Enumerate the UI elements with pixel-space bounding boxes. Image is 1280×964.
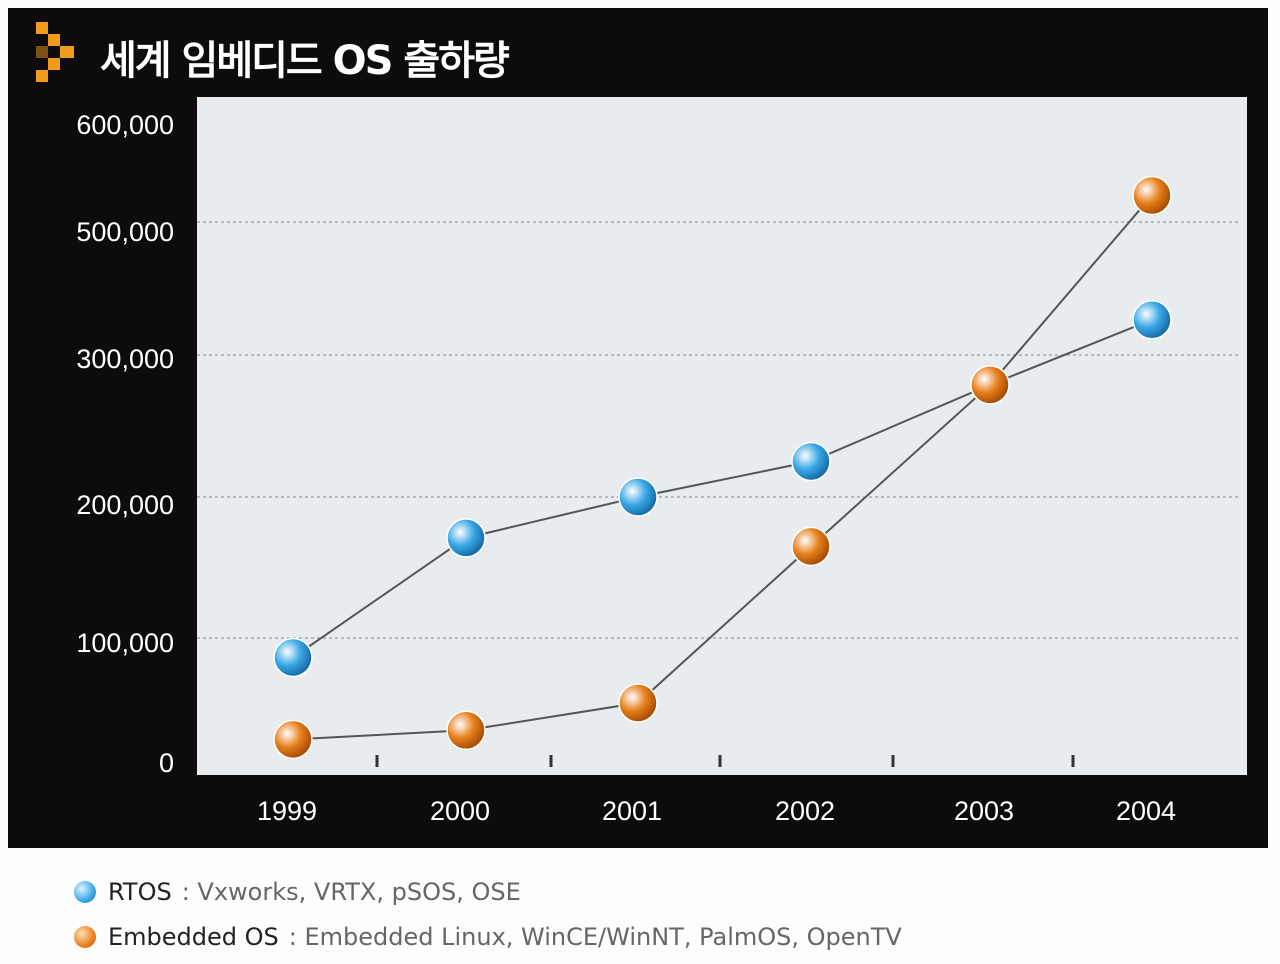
data-point-embedded-os [273, 719, 313, 760]
y-tick-label: 200,000 [76, 490, 174, 520]
data-point-embedded-os [618, 683, 658, 723]
legend-label: Embedded OS [108, 923, 279, 951]
x-tick-label: 2003 [954, 796, 1014, 826]
x-tick-label: 1999 [257, 796, 317, 826]
x-tick-label: 2000 [430, 796, 490, 826]
y-tick-label: 600,000 [76, 110, 174, 140]
data-point-rtos [1132, 300, 1172, 340]
legend-item-embedded-os: Embedded OS : Embedded Linux, WinCE/WinN… [74, 923, 902, 951]
x-tick-label: 2001 [602, 796, 662, 826]
series-line-embedded-os [292, 194, 1153, 741]
y-tick-label: 0 [159, 748, 174, 778]
plot-area [197, 97, 1247, 775]
title-arrow-icon [36, 22, 74, 82]
y-tick-label: 300,000 [76, 344, 174, 374]
data-point-rtos [618, 477, 658, 517]
x-tick-label: 2002 [775, 796, 835, 826]
data-point-rtos [273, 637, 313, 678]
data-point-embedded-os [970, 365, 1010, 405]
legend-label: RTOS [108, 878, 172, 906]
legend-description: : Vxworks, VRTX, pSOS, OSE [181, 878, 521, 906]
data-point-rtos [446, 518, 486, 558]
data-point-embedded-os [446, 710, 486, 751]
x-tick-label: 2004 [1116, 796, 1176, 826]
data-point-embedded-os [791, 526, 831, 567]
series-line-rtos [292, 318, 1153, 659]
legend-marker [74, 881, 96, 903]
y-tick-label: 100,000 [76, 628, 174, 658]
y-tick-label: 500,000 [76, 217, 174, 247]
data-point-embedded-os [1132, 175, 1172, 216]
legend-marker [74, 926, 96, 948]
legend-description: : Embedded Linux, WinCE/WinNT, PalmOS, O… [288, 923, 902, 951]
legend-item-rtos: RTOS : Vxworks, VRTX, pSOS, OSE [74, 878, 521, 906]
data-point-rtos [791, 441, 831, 482]
chart-title: 세계 임베디드 OS 출하량 [100, 38, 510, 84]
